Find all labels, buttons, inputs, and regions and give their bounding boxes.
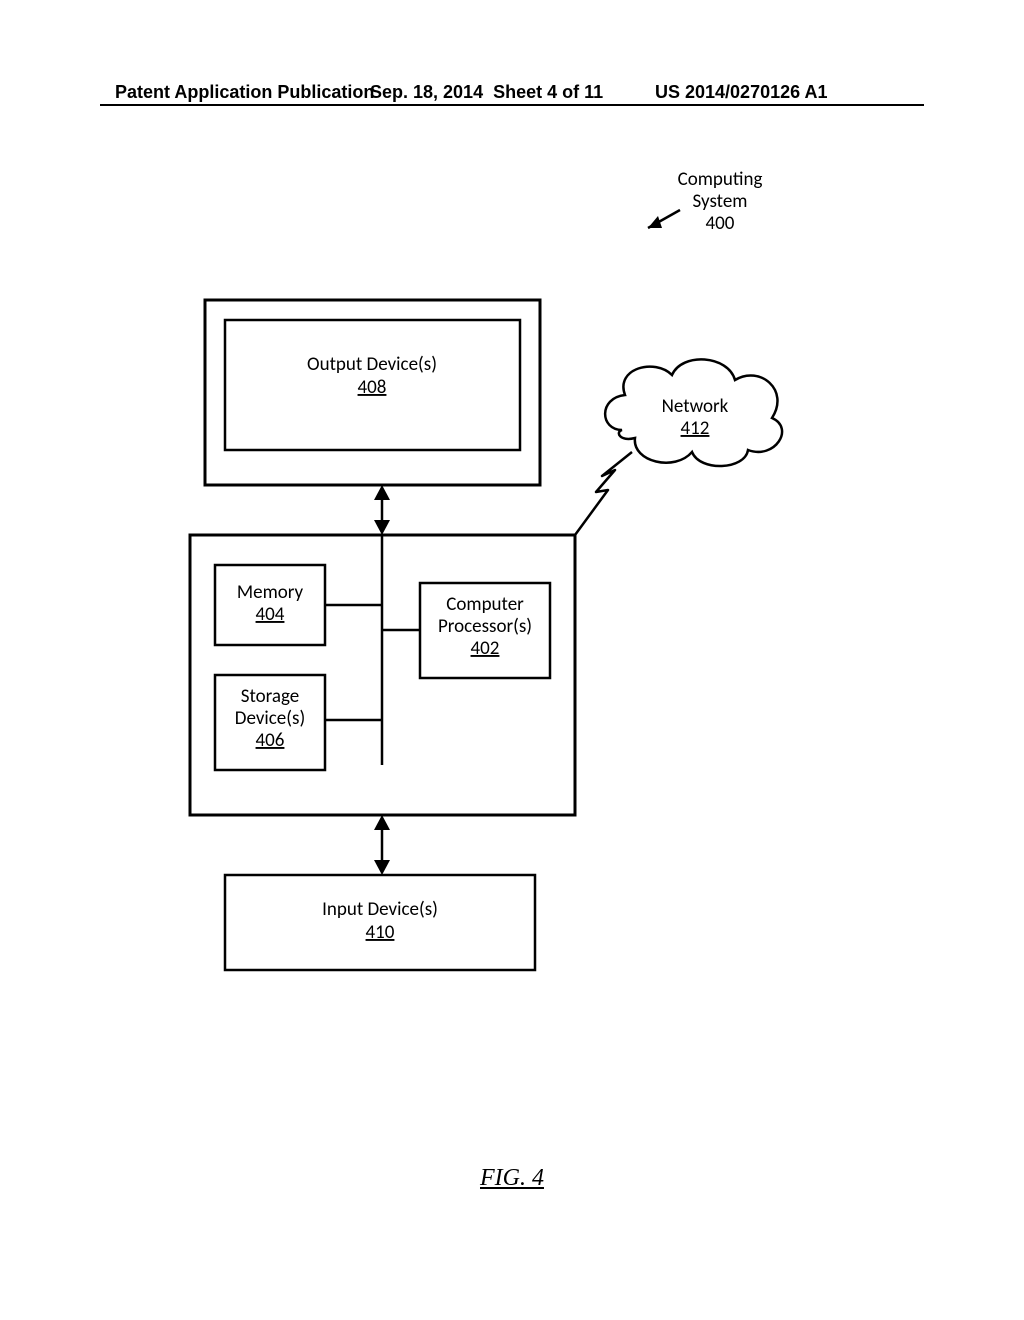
header-rule [100,104,924,106]
header-pub: Patent Application Publication [115,82,374,103]
network-link-icon [575,452,632,535]
svg-text:408: 408 [358,376,387,399]
svg-text:Memory: Memory [237,581,304,604]
svg-text:Computer: Computer [446,593,524,616]
svg-text:Storage: Storage [241,685,300,708]
svg-text:Input Device(s): Input Device(s) [322,898,438,921]
svg-text:System: System [693,190,748,213]
svg-text:402: 402 [471,637,500,660]
memory-box: Memory 404 [215,565,325,645]
svg-text:Output Device(s): Output Device(s) [307,353,437,376]
input-devices-box: Input Device(s) 410 [225,875,535,970]
svg-text:Network: Network [662,395,729,418]
computing-system-diagram: Computing System 400 Output Device(s) 40… [0,140,1024,1160]
output-devices-box: Output Device(s) 408 [205,300,540,485]
svg-text:Computing: Computing [678,168,763,191]
storage-box: Storage Device(s) 406 [215,675,325,770]
system-title: Computing System 400 [648,168,762,235]
figure-label: FIG. 4 [0,1165,1024,1192]
header-pubnum: US 2014/0270126 A1 [655,82,827,103]
header-date-sheet: Sep. 18, 2014 Sheet 4 of 11 [370,82,603,103]
svg-text:404: 404 [256,603,285,626]
input-arrow [374,815,390,875]
processor-box: Computer Processor(s) 402 [420,583,550,678]
output-arrow [374,485,390,535]
network-cloud: Network 412 [605,359,782,466]
svg-text:400: 400 [706,212,735,235]
svg-text:406: 406 [256,729,285,752]
svg-text:Processor(s): Processor(s) [438,615,532,638]
svg-text:Device(s): Device(s) [235,707,305,730]
svg-text:412: 412 [681,417,710,440]
svg-text:410: 410 [366,921,395,944]
